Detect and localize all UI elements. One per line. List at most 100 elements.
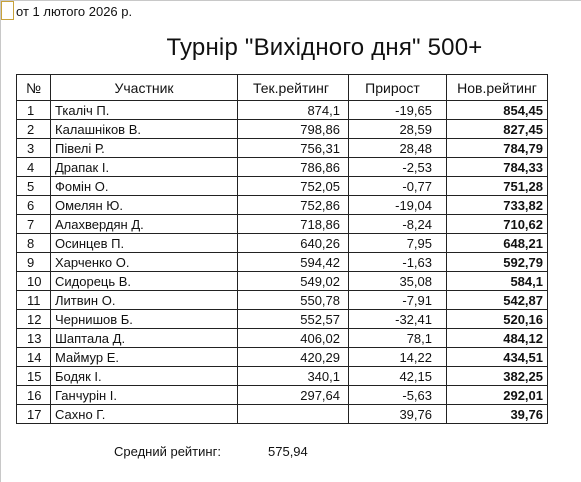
new-rating-cell: 382,25: [446, 366, 548, 386]
new-rating-cell: 648,21: [446, 233, 548, 253]
participant-name-cell: Ткаліч П.: [50, 100, 238, 120]
row-number-cell: 16: [16, 385, 51, 405]
rating-increase-cell: -5,63: [348, 385, 447, 405]
table-row: 5 Фомін О. 752,05 -0,77 751,28: [16, 176, 548, 196]
participant-name-cell: Сидорець В.: [50, 271, 238, 291]
average-rating-value: 575,94: [268, 444, 308, 459]
table-row: 17 Сахно Г. 39,76 39,76: [16, 404, 548, 424]
new-rating-cell: 434,51: [446, 347, 548, 367]
current-rating-cell: 798,86: [237, 119, 349, 139]
new-rating-cell: 484,12: [446, 328, 548, 348]
new-rating-cell: 751,28: [446, 176, 548, 196]
current-rating-cell: 549,02: [237, 271, 349, 291]
rating-increase-cell: 39,76: [348, 404, 447, 424]
row-number-cell: 5: [16, 176, 51, 196]
row-number-cell: 9: [16, 252, 51, 272]
current-rating-cell: [237, 404, 349, 424]
rating-increase-cell: -1,63: [348, 252, 447, 272]
participant-name-cell: Фомін О.: [50, 176, 238, 196]
participant-name-cell: Драпак І.: [50, 157, 238, 177]
rating-increase-cell: 28,48: [348, 138, 447, 158]
table-row: 8 Осинцев П. 640,26 7,95 648,21: [16, 233, 548, 253]
current-rating-cell: 756,31: [237, 138, 349, 158]
new-rating-cell: 827,45: [446, 119, 548, 139]
table-row: 16 Ганчурін І. 297,64 -5,63 292,01: [16, 385, 548, 405]
current-rating-cell: 550,78: [237, 290, 349, 310]
table-row: 15 Бодяк І. 340,1 42,15 382,25: [16, 366, 548, 386]
rating-increase-cell: 7,95: [348, 233, 447, 253]
table-row: 12 Чернишов Б. 552,57 -32,41 520,16: [16, 309, 548, 329]
participant-name-cell: Чернишов Б.: [50, 309, 238, 329]
row-number-cell: 6: [16, 195, 51, 215]
row-number-cell: 12: [16, 309, 51, 329]
new-rating-cell: 733,82: [446, 195, 548, 215]
rating-increase-cell: -32,41: [348, 309, 447, 329]
average-rating-label: Средний рейтинг:: [114, 444, 221, 459]
row-number-cell: 11: [16, 290, 51, 310]
new-rating-cell: 784,79: [446, 138, 548, 158]
table-row: 3 Півелі Р. 756,31 28,48 784,79: [16, 138, 548, 158]
rating-table: № Участник Тек.рейтинг Прирост Нов.рейти…: [16, 74, 548, 424]
new-rating-cell: 542,87: [446, 290, 548, 310]
rating-increase-cell: 35,08: [348, 271, 447, 291]
rating-increase-cell: -19,04: [348, 195, 447, 215]
participant-name-cell: Півелі Р.: [50, 138, 238, 158]
new-rating-cell: 584,1: [446, 271, 548, 291]
new-rating-cell: 592,79: [446, 252, 548, 272]
column-header-current-rating: Тек.рейтинг: [237, 74, 349, 101]
participant-name-cell: Омелян Ю.: [50, 195, 238, 215]
participant-name-cell: Бодяк І.: [50, 366, 238, 386]
active-cell-marker[interactable]: [1, 1, 14, 20]
page-title: Турнір "Вихідного дня" 500+: [166, 34, 483, 61]
new-rating-cell: 520,16: [446, 309, 548, 329]
rating-increase-cell: 14,22: [348, 347, 447, 367]
rating-increase-cell: -2,53: [348, 157, 447, 177]
row-number-cell: 2: [16, 119, 51, 139]
participant-name-cell: Калашніков В.: [50, 119, 238, 139]
table-body: 1 Ткаліч П. 874,1 -19,65 854,45 2 Калашніков В…: [16, 100, 548, 424]
table-row: 2 Калашніков В. 798,86 28,59 827,45: [16, 119, 548, 139]
rating-increase-cell: -8,24: [348, 214, 447, 234]
row-number-cell: 1: [16, 100, 51, 120]
table-row: 6 Омелян Ю. 752,86 -19,04 733,82: [16, 195, 548, 215]
table-row: 14 Маймур Е. 420,29 14,22 434,51: [16, 347, 548, 367]
row-number-cell: 10: [16, 271, 51, 291]
table-row: 13 Шаптала Д. 406,02 78,1 484,12: [16, 328, 548, 348]
row-number-cell: 3: [16, 138, 51, 158]
rating-increase-cell: -19,65: [348, 100, 447, 120]
table-row: 10 Сидорець В. 549,02 35,08 584,1: [16, 271, 548, 291]
row-number-cell: 4: [16, 157, 51, 177]
rating-increase-cell: 78,1: [348, 328, 447, 348]
column-header-number: №: [16, 74, 51, 101]
current-rating-cell: 420,29: [237, 347, 349, 367]
table-row: 9 Харченко О. 594,42 -1,63 592,79: [16, 252, 548, 272]
table-row: 11 Литвин О. 550,78 -7,91 542,87: [16, 290, 548, 310]
current-rating-cell: 297,64: [237, 385, 349, 405]
participant-name-cell: Алахвердян Д.: [50, 214, 238, 234]
participant-name-cell: Ганчурін І.: [50, 385, 238, 405]
report-date: от 1 лютого 2026 р.: [16, 4, 133, 19]
column-header-participant: Участник: [50, 74, 238, 101]
table-row: 1 Ткаліч П. 874,1 -19,65 854,45: [16, 100, 548, 120]
current-rating-cell: 752,86: [237, 195, 349, 215]
rating-increase-cell: 28,59: [348, 119, 447, 139]
current-rating-cell: 718,86: [237, 214, 349, 234]
current-rating-cell: 552,57: [237, 309, 349, 329]
current-rating-cell: 406,02: [237, 328, 349, 348]
new-rating-cell: 710,62: [446, 214, 548, 234]
current-rating-cell: 640,26: [237, 233, 349, 253]
participant-name-cell: Осинцев П.: [50, 233, 238, 253]
column-header-increase: Прирост: [348, 74, 447, 101]
table-header-row: № Участник Тек.рейтинг Прирост Нов.рейти…: [16, 74, 548, 101]
table-row: 4 Драпак І. 786,86 -2,53 784,33: [16, 157, 548, 177]
current-rating-cell: 594,42: [237, 252, 349, 272]
current-rating-cell: 340,1: [237, 366, 349, 386]
new-rating-cell: 39,76: [446, 404, 548, 424]
participant-name-cell: Литвин О.: [50, 290, 238, 310]
new-rating-cell: 854,45: [446, 100, 548, 120]
row-number-cell: 8: [16, 233, 51, 253]
participant-name-cell: Харченко О.: [50, 252, 238, 272]
participant-name-cell: Маймур Е.: [50, 347, 238, 367]
participant-name-cell: Шаптала Д.: [50, 328, 238, 348]
